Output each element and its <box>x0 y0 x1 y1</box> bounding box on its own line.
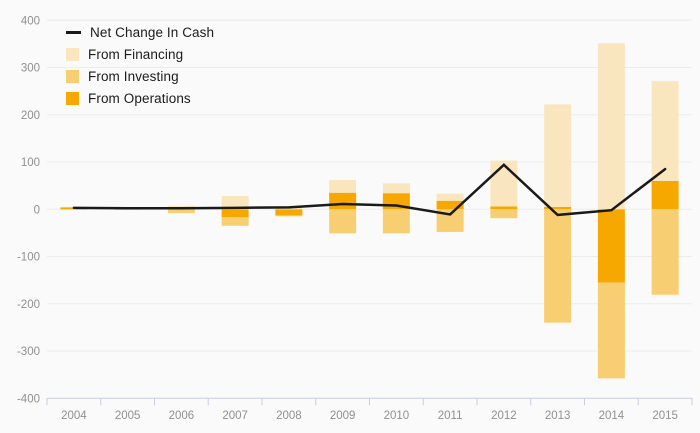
x-axis-tick-label: 2006 <box>169 410 195 422</box>
x-axis-tick-label: 2012 <box>491 410 517 422</box>
y-axis-tick-label: -400 <box>17 393 40 405</box>
x-axis-tick-label: 2008 <box>276 410 302 422</box>
y-axis-tick-label: 400 <box>21 15 40 27</box>
bar-segment-from-financing <box>436 193 464 201</box>
bar-segment-from-investing <box>275 215 303 217</box>
legend-item-net-change-in-cash[interactable]: Net Change In Cash <box>66 24 214 40</box>
bar-segment-from-operations <box>651 180 679 210</box>
bar-segment-from-operations <box>490 206 518 210</box>
bar-segment-from-financing <box>490 160 518 207</box>
legend-item-from-investing[interactable]: From Investing <box>66 68 214 84</box>
bar-segment-from-investing <box>490 209 518 219</box>
x-axis-tick-label: 2004 <box>61 410 87 422</box>
bar-segment-from-financing <box>167 205 195 208</box>
x-axis-tick-label: 2014 <box>599 410 625 422</box>
bar-segment-from-financing <box>544 104 572 207</box>
x-axis-tick-label: 2010 <box>384 410 410 422</box>
x-axis-tick-label: 2009 <box>330 410 356 422</box>
bar-segment-from-financing <box>221 196 249 210</box>
bar-segment-from-financing <box>651 81 679 181</box>
x-axis-tick-label: 2015 <box>652 410 678 422</box>
bar-segment-from-investing <box>436 209 464 232</box>
legend-label: From Operations <box>88 90 191 106</box>
bar-segment-from-operations <box>597 209 625 283</box>
legend-item-from-operations[interactable]: From Operations <box>66 90 214 106</box>
bar-segment-from-operations <box>436 200 464 210</box>
y-axis-tick-label: 200 <box>21 110 40 122</box>
bar-segment-from-financing <box>329 179 357 193</box>
legend-label: Net Change In Cash <box>90 24 215 40</box>
bar-segment-from-investing <box>597 282 625 379</box>
bar-segment-from-financing <box>382 183 410 194</box>
y-axis-tick-label: -300 <box>17 346 40 358</box>
y-axis-tick-label: 0 <box>34 204 40 216</box>
y-axis-tick-label: -100 <box>17 252 40 264</box>
legend-label: From Financing <box>88 46 184 62</box>
x-axis-tick-label: 2007 <box>222 410 248 422</box>
y-axis-tick-label: -200 <box>17 299 40 311</box>
bar-segment-from-investing <box>651 209 679 295</box>
bar-segment-from-financing <box>597 43 625 210</box>
financing-swatch-icon <box>66 47 79 61</box>
bar-segment-from-operations <box>221 209 249 218</box>
bar-segment-from-operations <box>544 206 572 210</box>
net-change-in-cash-line <box>72 163 667 217</box>
x-axis-tick-label: 2005 <box>115 410 141 422</box>
bar-segment-from-investing <box>544 209 572 323</box>
operations-swatch-icon <box>66 91 79 105</box>
y-axis-tick-label: 100 <box>21 157 40 169</box>
x-axis-tick-label: 2013 <box>545 410 571 422</box>
bar-segment-from-operations <box>329 192 357 210</box>
bar-segment-from-investing <box>221 217 249 226</box>
legend-item-from-financing[interactable]: From Financing <box>66 46 214 62</box>
bar-segment-from-investing <box>60 209 88 210</box>
bar-segment-from-operations <box>275 209 303 216</box>
line-swatch-icon <box>66 30 81 34</box>
x-axis-tick-label: 2011 <box>438 410 463 422</box>
investing-swatch-icon <box>66 69 79 83</box>
legend-label: From Investing <box>88 68 179 84</box>
bar-segment-from-investing <box>167 209 195 214</box>
chart-legend: Net Change In Cash From Financing From I… <box>66 24 214 106</box>
bar-segment-from-investing <box>382 209 410 234</box>
y-axis-tick-label: 300 <box>21 63 40 75</box>
bar-segment-from-investing <box>329 209 357 234</box>
